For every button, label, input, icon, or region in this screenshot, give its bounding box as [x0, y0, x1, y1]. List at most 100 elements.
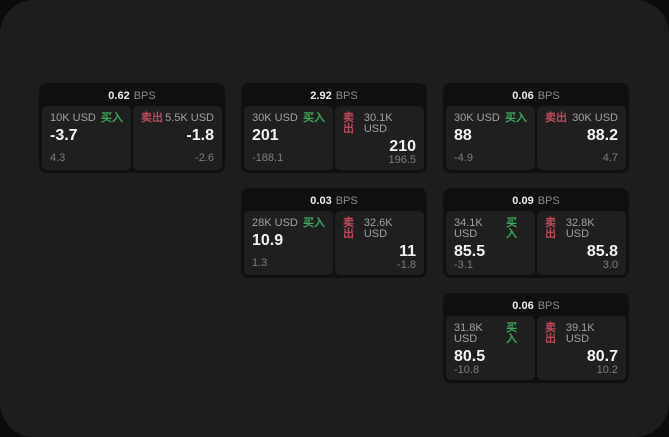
sell-label: 卖出 — [343, 112, 354, 135]
buy-price: 10.9 — [252, 232, 284, 249]
pane-row: 28K USD 买入 10.9 1.3 卖出 32.6K USD 11 -1.8 — [244, 211, 424, 275]
bps-header: 0.09 BPS — [446, 191, 626, 211]
sell-price: -1.8 — [186, 127, 214, 144]
sell-pane[interactable]: 卖出 32.6K USD 11 -1.8 — [335, 211, 424, 275]
sell-pane[interactable]: 卖出 39.1K USD 80.7 10.2 — [537, 316, 626, 380]
bps-header: 2.92 BPS — [244, 86, 424, 106]
sell-toprow: 卖出 39.1K USD — [545, 323, 618, 345]
buy-delta: -4.9 — [454, 152, 473, 164]
sell-amount: 30K USD — [572, 112, 618, 124]
sell-delta: -1.8 — [397, 259, 416, 271]
sell-label: 卖出 — [545, 112, 567, 124]
buy-delta: -188.1 — [252, 152, 284, 164]
sell-price: 88.2 — [586, 127, 618, 144]
buy-label: 买入 — [101, 112, 123, 124]
bps-header: 0.06 BPS — [446, 86, 626, 106]
sell-delta: 10.2 — [596, 364, 618, 376]
pane-row: 30K USD 买入 201 -188.1 卖出 30.1K USD 210 1… — [244, 106, 424, 170]
sell-pane[interactable]: 卖出 5.5K USD -1.8 -2.6 — [133, 106, 222, 170]
bps-header: 0.03 BPS — [244, 191, 424, 211]
buy-toprow: 30K USD 买入 — [454, 113, 527, 124]
bps-unit-label: BPS — [537, 89, 560, 102]
sell-toprow: 卖出 30K USD — [545, 113, 618, 124]
sell-amount: 32.8K USD — [565, 217, 595, 240]
quote-card: 0.06 BPS 31.8K USD 买入 80.5 -10.8 卖出 39.1… — [443, 293, 629, 383]
buy-price: 88 — [454, 127, 472, 144]
sell-price: 85.8 — [586, 243, 618, 260]
sell-label: 卖出 — [545, 217, 556, 240]
quote-card: 2.92 BPS 30K USD 买入 201 -188.1 卖出 30.1K … — [241, 83, 427, 173]
sell-label: 卖出 — [343, 217, 354, 240]
bps-value: 0.62 — [108, 89, 130, 102]
buy-amount: 31.8K USD — [454, 322, 483, 345]
pane-row: 10K USD 买入 -3.7 4.3 卖出 5.5K USD -1.8 -2.… — [42, 106, 222, 170]
buy-label: 买入 — [506, 217, 518, 240]
buy-toprow: 30K USD 买入 — [252, 113, 325, 124]
bps-unit-label: BPS — [335, 194, 358, 207]
sell-amount: 39.1K USD — [565, 322, 595, 345]
buy-pane[interactable]: 28K USD 买入 10.9 1.3 — [244, 211, 333, 275]
sell-amount: 30.1K USD — [363, 112, 393, 135]
quote-card: 0.03 BPS 28K USD 买入 10.9 1.3 卖出 32.6K US… — [241, 188, 427, 278]
buy-amount: 34.1K USD — [454, 217, 483, 240]
quote-grid: 0.62 BPS 10K USD 买入 -3.7 4.3 卖出 5.5K USD — [39, 83, 629, 383]
sell-delta: 4.7 — [602, 152, 618, 164]
sell-toprow: 卖出 32.6K USD — [343, 218, 416, 240]
buy-pane[interactable]: 30K USD 买入 201 -188.1 — [244, 106, 333, 170]
buy-toprow: 34.1K USD 买入 — [454, 218, 527, 240]
buy-amount: 30K USD — [252, 112, 298, 124]
buy-toprow: 28K USD 买入 — [252, 218, 325, 229]
bps-unit-label: BPS — [133, 89, 156, 102]
bps-value: 0.03 — [310, 194, 332, 207]
buy-pane[interactable]: 34.1K USD 买入 85.5 -3.1 — [446, 211, 535, 275]
buy-toprow: 10K USD 买入 — [50, 113, 123, 124]
pane-row: 34.1K USD 买入 85.5 -3.1 卖出 32.8K USD 85.8… — [446, 211, 626, 275]
buy-label: 买入 — [303, 217, 325, 229]
buy-delta: -3.1 — [454, 259, 473, 271]
buy-delta: -10.8 — [454, 364, 480, 376]
sell-pane[interactable]: 卖出 30.1K USD 210 196.5 — [335, 106, 424, 170]
bps-unit-label: BPS — [335, 89, 358, 102]
buy-amount: 30K USD — [454, 112, 500, 124]
buy-price: 85.5 — [454, 243, 486, 260]
bps-header: 0.62 BPS — [42, 86, 222, 106]
sell-toprow: 卖出 32.8K USD — [545, 218, 618, 240]
buy-delta: 1.3 — [252, 257, 268, 269]
sell-delta: -2.6 — [195, 152, 214, 164]
sell-pane[interactable]: 卖出 32.8K USD 85.8 3.0 — [537, 211, 626, 275]
bps-header: 0.06 BPS — [446, 296, 626, 316]
bps-unit-label: BPS — [537, 194, 560, 207]
sell-pane[interactable]: 卖出 30K USD 88.2 4.7 — [537, 106, 626, 170]
quote-card: 0.62 BPS 10K USD 买入 -3.7 4.3 卖出 5.5K USD — [39, 83, 225, 173]
buy-pane[interactable]: 31.8K USD 买入 80.5 -10.8 — [446, 316, 535, 380]
sell-amount: 32.6K USD — [363, 217, 393, 240]
sell-toprow: 卖出 5.5K USD — [141, 113, 214, 124]
bps-value: 2.92 — [310, 89, 332, 102]
buy-pane[interactable]: 30K USD 买入 88 -4.9 — [446, 106, 535, 170]
bps-value: 0.06 — [512, 89, 534, 102]
sell-toprow: 卖出 30.1K USD — [343, 113, 416, 135]
quote-card: 0.09 BPS 34.1K USD 买入 85.5 -3.1 卖出 32.8K… — [443, 188, 629, 278]
buy-label: 买入 — [303, 112, 325, 124]
bps-value: 0.09 — [512, 194, 534, 207]
buy-label: 买入 — [506, 322, 518, 345]
sell-delta: 196.5 — [388, 154, 416, 166]
bps-value: 0.06 — [512, 299, 534, 312]
sell-price: 80.7 — [586, 348, 618, 365]
sell-amount: 5.5K USD — [165, 112, 214, 124]
sell-price: 210 — [389, 138, 416, 155]
buy-toprow: 31.8K USD 买入 — [454, 323, 527, 345]
buy-price: 201 — [252, 127, 279, 144]
sell-price: 11 — [399, 243, 416, 260]
bps-unit-label: BPS — [537, 299, 560, 312]
buy-delta: 4.3 — [50, 152, 66, 164]
buy-price: 80.5 — [454, 348, 486, 365]
sell-delta: 3.0 — [602, 259, 618, 271]
sell-label: 卖出 — [141, 112, 163, 124]
pane-row: 31.8K USD 买入 80.5 -10.8 卖出 39.1K USD 80.… — [446, 316, 626, 380]
buy-amount: 28K USD — [252, 217, 298, 229]
pane-row: 30K USD 买入 88 -4.9 卖出 30K USD 88.2 4.7 — [446, 106, 626, 170]
buy-pane[interactable]: 10K USD 买入 -3.7 4.3 — [42, 106, 131, 170]
buy-price: -3.7 — [50, 127, 78, 144]
